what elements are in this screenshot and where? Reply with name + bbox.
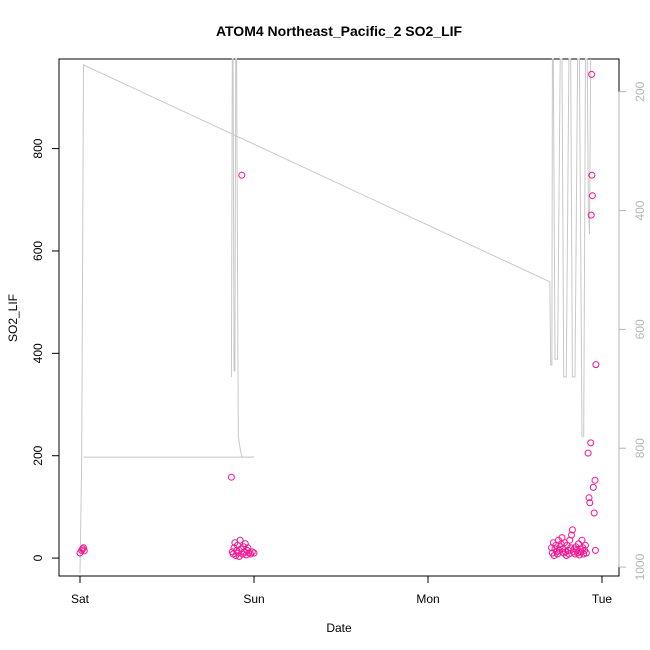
data-point (588, 70, 596, 78)
x-tick-label: Tue (592, 592, 613, 606)
x-axis-label: Date (326, 621, 352, 635)
altitude-lines (79, 58, 592, 574)
y2-tick-label: 800 (633, 438, 647, 458)
x-tick-label: Mon (416, 592, 439, 606)
data-point (248, 548, 256, 556)
data-point (236, 536, 244, 544)
data-point (80, 544, 87, 552)
y-axis-label: SO2_LIF (6, 294, 20, 342)
y-tick-label: 0 (31, 554, 45, 561)
y2-tick-label: 400 (633, 200, 647, 220)
data-point (591, 546, 599, 554)
axes: Sat Sun Mon Tue 0 200 400 600 800 200 400 600 800 100… (31, 81, 647, 606)
x-tick-label: Sat (71, 592, 90, 606)
y-tick-label: 600 (31, 241, 45, 261)
data-point (245, 549, 253, 557)
data-point (591, 476, 599, 484)
x-tick-label: Sun (243, 592, 264, 606)
data-point (584, 449, 592, 457)
data-point (79, 545, 87, 553)
data-point (227, 473, 235, 481)
data-point (578, 536, 586, 544)
plot-frame (58, 58, 620, 577)
data-point (586, 499, 594, 507)
y2-tick-label: 200 (633, 81, 647, 101)
data-point (238, 171, 246, 179)
data-point (585, 494, 593, 502)
chart-title: ATOM4 Northeast_Pacific_2 SO2_LIF (216, 23, 463, 39)
data-point (568, 531, 575, 539)
data-point (244, 544, 252, 552)
y-tick-label: 400 (31, 343, 45, 363)
altitude-line (230, 58, 254, 458)
data-point (587, 211, 595, 219)
data-point (590, 509, 598, 517)
y-tick-label: 200 (31, 445, 45, 465)
data-point (592, 361, 600, 369)
data-point (587, 439, 595, 447)
data-points (76, 70, 600, 560)
data-point (568, 526, 576, 534)
data-point (80, 547, 88, 555)
data-point (250, 549, 258, 557)
data-point (588, 192, 596, 200)
altitude-line (79, 58, 592, 574)
data-point (589, 483, 597, 491)
y-tick-label: 800 (31, 138, 45, 158)
data-point (247, 550, 254, 558)
y2-tick-label: 600 (633, 319, 647, 339)
data-point (588, 171, 596, 179)
data-point (582, 541, 589, 549)
y2-tick-label: 1000 (633, 553, 647, 580)
data-point (582, 549, 590, 557)
